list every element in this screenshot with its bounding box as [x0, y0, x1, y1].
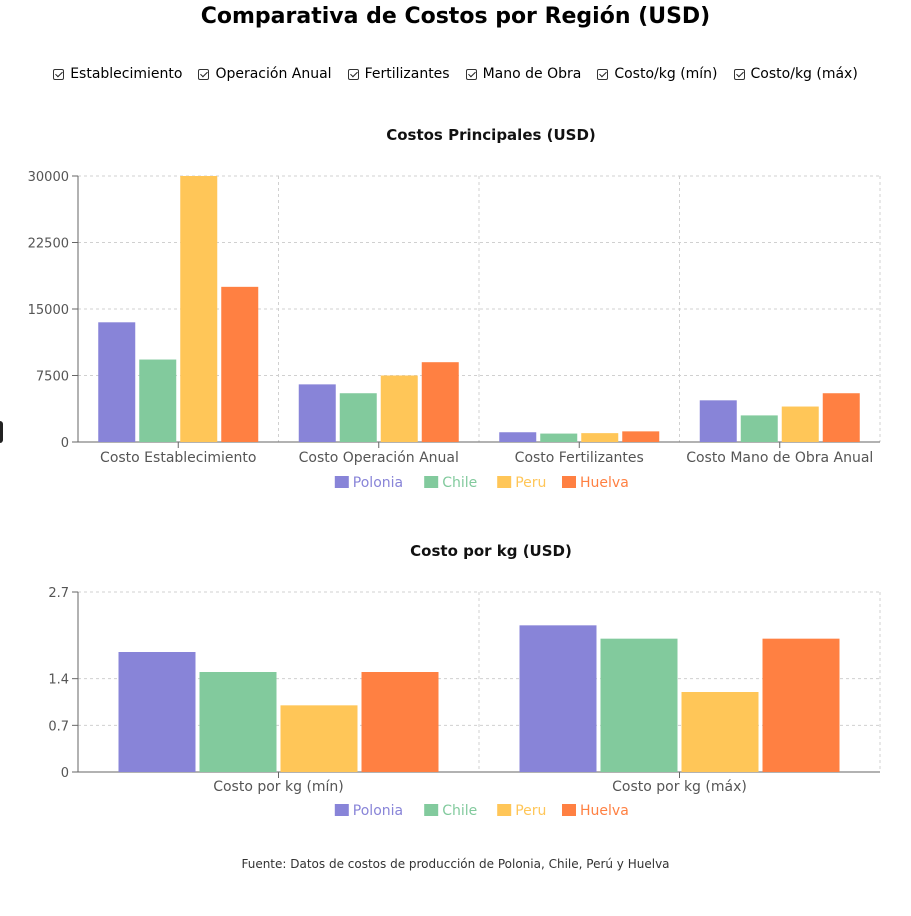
filter-label: Fertilizantes — [364, 66, 450, 82]
chart-title: Costos Principales (USD) — [386, 126, 596, 144]
filter-label: Operación Anual — [215, 66, 332, 82]
bar-polonia — [699, 400, 737, 442]
bar-peru — [681, 692, 759, 772]
bar-huelva — [221, 286, 259, 442]
filter-label: Costo/kg (mín) — [614, 66, 718, 82]
bar-chile — [600, 638, 678, 772]
source-note: Fuente: Datos de costos de producción de… — [241, 857, 670, 871]
x-tick-label: Costo Mano de Obra Anual — [686, 450, 873, 466]
filter-label: Establecimiento — [70, 66, 183, 82]
bar-peru — [380, 375, 418, 442]
x-tick-label: Costo Operación Anual — [299, 450, 459, 466]
filter-establecimiento[interactable]: Establecimiento — [53, 66, 182, 82]
checkbox-icon[interactable] — [198, 68, 210, 80]
legend-swatch — [497, 804, 512, 816]
y-tick-label: 1.4 — [48, 673, 69, 688]
legend-swatch — [424, 476, 439, 488]
chart-1: Costos Principales (USD) 0 7500 15000 22500 3… — [28, 126, 881, 491]
legend-swatch — [562, 476, 576, 488]
legend-swatch — [424, 804, 439, 816]
legend-label: Polonia — [353, 475, 403, 491]
y-tick-label: 0 — [61, 436, 69, 451]
y-tick-label: 7500 — [36, 370, 69, 385]
charts-canvas: Costos Principales (USD) 0 7500 15000 22500 3… — [28, 126, 881, 819]
filter-bar: Establecimiento Operación Anual Fertiliz… — [0, 66, 911, 82]
y-tick-label: 22500 — [28, 237, 69, 252]
filter-costo-kg-min[interactable]: Costo/kg (mín) — [597, 66, 718, 82]
filter-fertilizantes[interactable]: Fertilizantes — [347, 66, 450, 82]
bar-huelva — [622, 431, 660, 442]
bar-chile — [199, 672, 277, 772]
bar-polonia — [98, 322, 136, 442]
bar-chile — [139, 359, 177, 442]
x-tick-label: Costo Establecimiento — [100, 450, 256, 466]
checkbox-icon[interactable] — [597, 68, 609, 80]
chart-title: Costo por kg (USD) — [410, 542, 572, 560]
bar-huelva — [762, 638, 840, 772]
bar-peru — [180, 176, 218, 442]
bar-chile — [540, 433, 578, 442]
y-tick-label: 30000 — [28, 170, 69, 185]
checkbox-icon[interactable] — [733, 68, 745, 80]
y-tick-label: 15000 — [28, 303, 69, 318]
bar-huelva — [822, 393, 860, 442]
bar-huelva — [361, 672, 439, 772]
bar-peru — [781, 406, 819, 442]
filter-operacion-anual[interactable]: Operación Anual — [198, 66, 332, 82]
bar-polonia — [298, 384, 336, 442]
legend-label: Chile — [442, 803, 477, 819]
legend-label: Peru — [515, 803, 546, 819]
bar-polonia — [118, 652, 196, 772]
x-tick-label: Costo Fertilizantes — [515, 450, 644, 466]
legend-swatch — [334, 476, 349, 488]
filter-label: Mano de Obra — [482, 66, 582, 82]
legend-swatch — [497, 476, 512, 488]
side-panel-handle[interactable] — [0, 421, 3, 443]
x-tick-label: Costo por kg (mín) — [213, 779, 344, 795]
checkbox-icon[interactable] — [347, 68, 359, 80]
legend-label: Huelva — [580, 803, 629, 819]
bar-chile — [740, 415, 778, 442]
page-title: Comparativa de Costos por Región (USD) — [200, 4, 711, 29]
x-tick-label: Costo por kg (máx) — [612, 779, 747, 795]
legend-label: Peru — [515, 475, 546, 491]
y-tick-label: 2.7 — [48, 586, 69, 601]
legend-label: Polonia — [353, 803, 403, 819]
y-tick-label: 0 — [61, 766, 69, 781]
legend: Polonia Chile Peru Huelva — [334, 475, 629, 491]
checkbox-icon[interactable] — [53, 68, 65, 80]
bar-polonia — [499, 432, 537, 442]
legend-swatch — [562, 804, 576, 816]
filter-label: Costo/kg (máx) — [750, 66, 858, 82]
legend: Polonia Chile Peru Huelva — [334, 803, 629, 819]
chart-2: Costo por kg (USD) 0 0.7 1.4 2.7 Costo por kg… — [48, 542, 881, 819]
legend-swatch — [334, 804, 349, 816]
bar-polonia — [519, 625, 597, 772]
y-tick-label: 0.7 — [48, 719, 69, 734]
filter-costo-kg-max[interactable]: Costo/kg (máx) — [733, 66, 858, 82]
checkbox-icon[interactable] — [465, 68, 477, 80]
bar-peru — [581, 433, 619, 442]
legend-label: Huelva — [580, 475, 629, 491]
bar-huelva — [421, 362, 459, 442]
filter-mano-de-obra[interactable]: Mano de Obra — [465, 66, 582, 82]
bar-chile — [339, 393, 377, 442]
legend-label: Chile — [442, 475, 477, 491]
bar-peru — [280, 705, 358, 772]
